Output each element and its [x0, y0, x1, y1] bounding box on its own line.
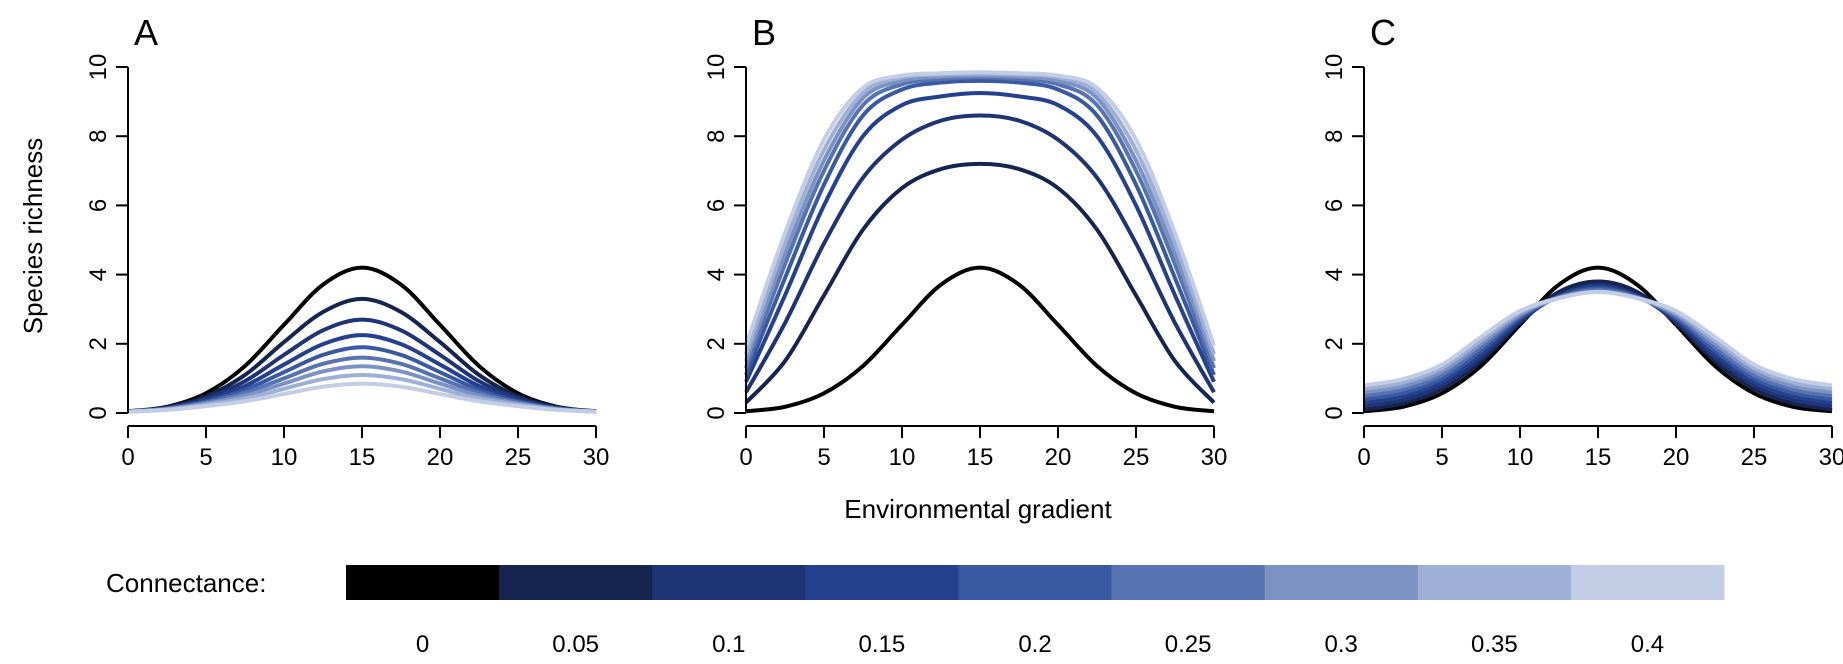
y-tick-label: 6	[1321, 199, 1348, 212]
colorbar-swatch-0.15	[805, 565, 959, 600]
series-line-connectance-0.15	[1363, 284, 1833, 405]
series-line-connectance-0.1	[744, 113, 1216, 394]
panel-label: B	[752, 12, 776, 53]
y-tick-label: 4	[1321, 268, 1348, 281]
series-line-connectance-0.3	[1363, 289, 1833, 395]
y-tick-label: 2	[85, 337, 112, 350]
series-line-connectance-0.15	[744, 90, 1216, 383]
x-tick-label: 5	[199, 444, 212, 471]
legend-title: Connectance:	[106, 568, 266, 598]
y-tick-label: 8	[1321, 130, 1348, 143]
x-tick-label: 25	[505, 444, 532, 471]
y-axis-label: Species richness	[18, 138, 48, 335]
y-tick-label: 10	[1321, 54, 1348, 81]
y-tick-label: 8	[703, 130, 730, 143]
x-tick-label: 30	[1201, 444, 1228, 471]
y-tick-label: 10	[85, 54, 112, 81]
colorbar-label: 0.25	[1165, 631, 1212, 658]
x-tick-label: 30	[583, 444, 610, 471]
series-line-connectance-0.4	[127, 381, 597, 414]
y-tick-label: 2	[703, 337, 730, 350]
panel-c: C 0 2 4 6 8 10 0 5 10 15 20 25 30	[1321, 12, 1843, 471]
x-tick-label: 10	[271, 444, 298, 471]
x-tick-label: 20	[1663, 444, 1690, 471]
series-line-connectance-0.05	[1363, 279, 1833, 412]
x-tick-label: 30	[1819, 444, 1843, 471]
colorbar-label: 0.05	[552, 631, 599, 658]
connectance-colorbar: 0 0.05 0.1 0.15 0.2 0.25 0.3 0.35 0.4	[346, 565, 1725, 658]
colorbar-swatch-0.05	[499, 565, 653, 600]
y-tick-label: 0	[1321, 406, 1348, 419]
colorbar-label: 0.3	[1325, 631, 1358, 658]
panel-b: B 0 2 4 6 8 10 0 5 10 15 20 25 30	[703, 12, 1227, 471]
series-line-connectance-0.4	[744, 70, 1216, 347]
series-line-connectance-0	[1363, 265, 1833, 414]
colorbar-label: 0	[416, 631, 429, 658]
y-tick-label: 4	[703, 268, 730, 281]
x-tick-label: 15	[349, 444, 376, 471]
x-tick-label: 0	[121, 444, 134, 471]
series-line-connectance-0.1	[1363, 282, 1833, 409]
x-tick-label: 25	[1741, 444, 1768, 471]
colorbar-swatch-0	[346, 565, 500, 600]
x-tick-label: 20	[427, 444, 454, 471]
series-line-connectance-0	[127, 265, 597, 414]
series-line-connectance-0.25	[1363, 288, 1833, 398]
x-tick-label: 25	[1123, 444, 1150, 471]
colorbar-swatch-0.2	[958, 565, 1113, 600]
colorbar-swatch-0.4	[1570, 565, 1725, 600]
x-tick-label: 15	[967, 444, 994, 471]
x-tick-label: 10	[1507, 444, 1534, 471]
colorbar-label: 0.15	[859, 631, 906, 658]
y-tick-label: 0	[703, 406, 730, 419]
x-tick-label: 15	[1585, 444, 1612, 471]
panel-label: C	[1370, 12, 1396, 53]
y-tick-label: 10	[703, 54, 730, 81]
colorbar-swatch-0.3	[1264, 565, 1419, 600]
y-tick-label: 4	[85, 268, 112, 281]
colorbar-swatch-0.25	[1111, 565, 1266, 600]
x-tick-label: 0	[739, 444, 752, 471]
panel-label: A	[134, 12, 158, 53]
x-tick-label: 5	[1435, 444, 1448, 471]
colorbar-swatch-0.1	[652, 565, 806, 600]
panel-a: A 0 2 4 6 8 10 0 5 10 15 20 25 30	[85, 12, 609, 471]
colorbar-label: 0.2	[1018, 631, 1051, 658]
x-tick-label: 10	[889, 444, 916, 471]
y-tick-label: 8	[85, 130, 112, 143]
y-tick-label: 2	[1321, 337, 1348, 350]
y-tick-label: 0	[85, 406, 112, 419]
colorbar-label: 0.35	[1471, 631, 1518, 658]
x-tick-label: 5	[817, 444, 830, 471]
colorbar-label: 0.4	[1631, 631, 1664, 658]
x-tick-label: 0	[1357, 444, 1370, 471]
series-line-connectance-0.4	[1363, 289, 1833, 388]
series-line-connectance-0.2	[744, 78, 1216, 376]
series-line-connectance-0.2	[1363, 286, 1833, 402]
colorbar-label: 0.1	[712, 631, 745, 658]
x-tick-label: 20	[1045, 444, 1072, 471]
y-tick-label: 6	[703, 199, 730, 212]
series-line-connectance-0	[745, 265, 1215, 414]
series-line-connectance-0.05	[744, 161, 1216, 405]
colorbar-swatch-0.35	[1417, 565, 1572, 600]
series-line-connectance-0.05	[127, 296, 597, 414]
x-axis-label: Environmental gradient	[844, 494, 1112, 524]
y-tick-label: 6	[85, 199, 112, 212]
